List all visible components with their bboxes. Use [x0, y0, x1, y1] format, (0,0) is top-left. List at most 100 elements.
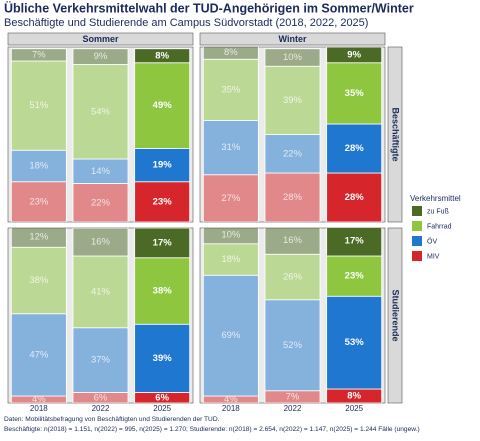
bar-segment — [10, 313, 67, 397]
panel: 4% 69% 18% 10% 7% 52% 26% 16% 8% 53% 23% 17% — [202, 228, 383, 405]
facet-label: Winter — [279, 34, 307, 44]
bar-segment — [202, 228, 259, 245]
bar-segment — [72, 228, 129, 257]
data-label: 7% — [32, 49, 46, 60]
footnote: Beschäftigte: n(2018) = 1.151, n(2022) =… — [4, 426, 420, 433]
bar-segment — [202, 174, 259, 222]
data-label: 7% — [286, 391, 300, 402]
bar-segment — [326, 228, 383, 257]
x-tick-label: 2018 — [30, 404, 48, 413]
panel: 4% 47% 38% 12% 6% 37% 41% 16% 6% 39% 38% 17% — [10, 228, 191, 403]
data-label: 37% — [91, 355, 111, 366]
facet-label: Studierende — [391, 289, 401, 341]
data-label: 31% — [221, 142, 241, 153]
data-label: 9% — [347, 49, 361, 60]
facet-label: Beschäftigte — [391, 107, 401, 161]
footnote: Daten: Mobilitätsbefragung von Beschäfti… — [4, 416, 220, 423]
bar-segment — [264, 299, 321, 392]
bar-segment — [10, 149, 67, 183]
legend-swatch — [412, 236, 422, 246]
data-label: 38% — [153, 286, 173, 297]
data-label: 52% — [283, 340, 303, 351]
x-tick-label: 2018 — [222, 404, 240, 413]
bar-segment — [326, 255, 383, 297]
data-label: 47% — [29, 349, 49, 360]
data-label: 8% — [224, 47, 238, 58]
data-label: 23% — [153, 196, 173, 207]
data-label: 28% — [345, 143, 365, 154]
legend-swatch — [412, 251, 422, 261]
bar-segment — [134, 181, 191, 222]
bar-segment — [264, 134, 321, 174]
data-label: 10% — [283, 52, 303, 63]
data-label: 22% — [91, 197, 111, 208]
data-label: 12% — [29, 231, 49, 242]
data-label: 27% — [221, 193, 241, 204]
data-label: 9% — [94, 51, 108, 62]
legend-label: ÖV — [427, 237, 437, 245]
x-tick-label: 2022 — [284, 404, 302, 413]
data-label: 39% — [153, 353, 173, 364]
bar-segment — [72, 64, 129, 160]
data-label: 23% — [345, 271, 365, 282]
bar-segment — [134, 148, 191, 183]
bar-segment — [134, 228, 191, 259]
bar-segment — [264, 48, 321, 67]
data-label: 18% — [29, 161, 49, 172]
data-label: 35% — [221, 84, 241, 95]
bar-segment — [202, 243, 259, 276]
data-label: 54% — [91, 106, 111, 117]
bar-segment — [72, 48, 129, 65]
bar-segment — [134, 323, 191, 393]
bar-segment — [202, 120, 259, 176]
bar-segment — [326, 62, 383, 125]
chart-subtitle: Beschäftigte und Studierende am Campus S… — [4, 17, 368, 29]
data-label: 38% — [29, 275, 49, 286]
data-label: 16% — [283, 235, 303, 246]
data-label: 26% — [283, 272, 303, 283]
legend-label: zu Fuß — [427, 208, 449, 215]
data-label: 28% — [345, 192, 365, 203]
bar-segment — [134, 257, 191, 325]
data-label: 10% — [221, 230, 241, 241]
data-label: 41% — [91, 286, 111, 297]
bar-segment — [202, 47, 259, 60]
legend-title: Verkehrsmittel — [410, 194, 461, 203]
data-label: 51% — [29, 100, 49, 111]
legend-label: Fahrrad — [427, 223, 452, 230]
facet-label: Sommer — [82, 34, 119, 44]
bar-segment — [10, 228, 67, 248]
bar-segment — [10, 60, 67, 151]
bar-segment — [72, 183, 129, 222]
data-label: 8% — [347, 391, 361, 402]
facet-strip — [199, 32, 386, 46]
bar-segment — [72, 158, 129, 184]
bar-segment — [134, 62, 191, 149]
panel: 23% 18% 51% 7% 22% 14% 54% 9% 23% 19% 49% 8% — [10, 48, 191, 222]
bar-segment — [326, 172, 383, 222]
data-label: 39% — [283, 95, 303, 106]
data-label: 4% — [224, 394, 238, 405]
bar-segment — [10, 246, 67, 315]
data-label: 49% — [153, 100, 173, 111]
data-label: 17% — [345, 236, 365, 247]
data-label: 17% — [153, 237, 173, 248]
data-label: 14% — [91, 166, 111, 177]
data-label: 69% — [221, 330, 241, 341]
data-label: 6% — [155, 392, 169, 403]
bar-segment — [326, 295, 383, 390]
x-tick-label: 2025 — [345, 404, 363, 413]
bar-segment — [326, 47, 383, 64]
data-label: 22% — [283, 148, 303, 159]
bar-segment — [264, 228, 321, 255]
data-label: 8% — [155, 50, 169, 61]
data-label: 23% — [29, 196, 49, 207]
bar-segment — [326, 123, 383, 174]
bar-segment — [264, 172, 321, 222]
data-label: 18% — [221, 254, 241, 265]
data-label: 28% — [283, 192, 303, 203]
legend-swatch — [412, 221, 422, 231]
bar-segment — [10, 48, 67, 62]
bar-segment — [202, 58, 259, 121]
